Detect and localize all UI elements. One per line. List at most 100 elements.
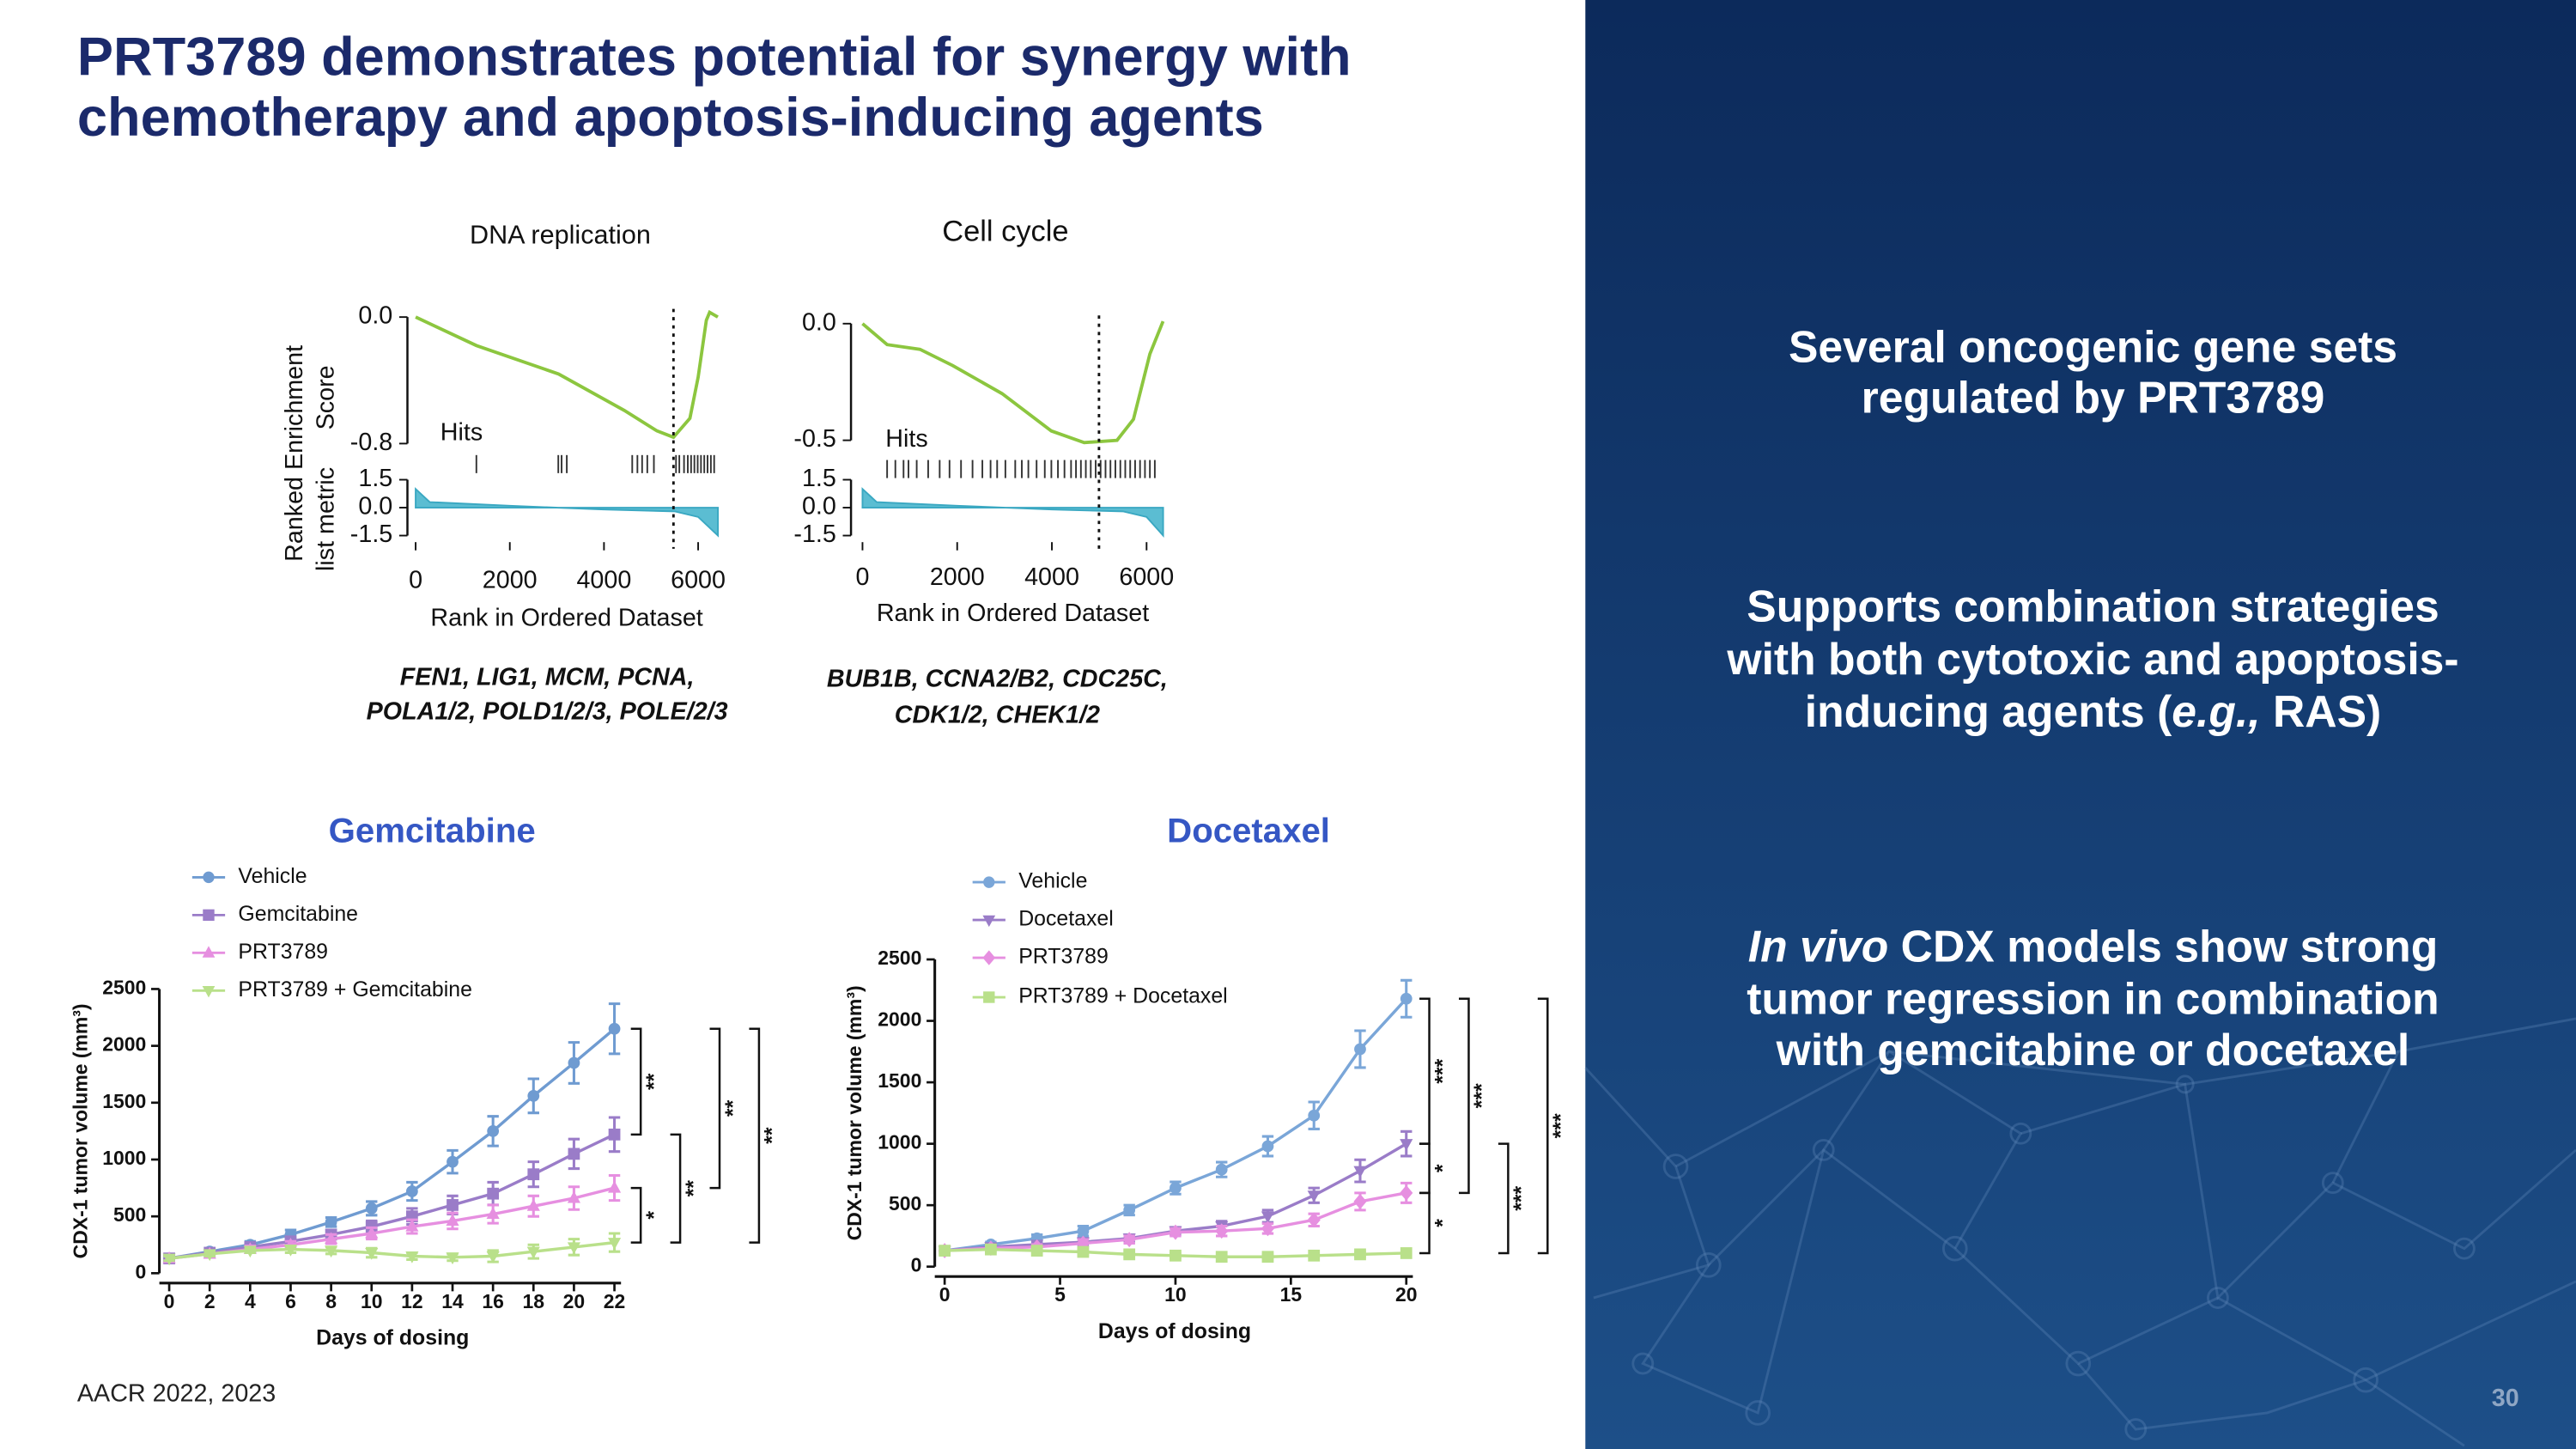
key-point: In vivo CDX models show strong [1748, 921, 2439, 971]
hits-label: Hits [440, 419, 483, 447]
x-tick-label: 22 [604, 1290, 626, 1312]
data-point [1216, 1164, 1228, 1176]
significance-label: * [642, 1211, 666, 1220]
hits-label: Hits [885, 425, 927, 453]
data-point [985, 1244, 997, 1256]
key-point: Supports combination strategies [1747, 581, 2439, 630]
x-tick-label: 15 [1280, 1283, 1303, 1306]
y-tick-label: 1500 [878, 1069, 921, 1092]
key-point-run: Supports combination strategies [1747, 581, 2439, 630]
x-tick-label: 16 [482, 1290, 504, 1312]
key-point-run: with gemcitabine or docetaxel [1776, 1025, 2410, 1075]
x-tick-label: 0 [939, 1283, 951, 1306]
legend-label: PRT3789 [238, 940, 328, 964]
data-point [939, 1245, 951, 1257]
key-point: Several oncogenic gene sets [1789, 321, 2397, 371]
y-tick-label: 2000 [878, 1008, 921, 1031]
significance-label: *** [1510, 1185, 1534, 1210]
x-tick-label: 6000 [1119, 563, 1174, 591]
key-point-run: In vivo [1748, 921, 1889, 971]
x-tick-label: 0 [409, 567, 422, 594]
data-point [487, 1125, 499, 1137]
data-point [527, 1168, 539, 1180]
x-tick-label: 12 [401, 1290, 423, 1312]
x-tick-label: 6 [285, 1290, 296, 1312]
legend-marker [983, 876, 994, 887]
key-point: with both cytotoxic and apoptosis- [1726, 633, 2458, 683]
gsea-title: Cell cycle [942, 216, 1068, 248]
data-point [568, 1148, 580, 1160]
y-tick-label: 0 [136, 1260, 147, 1282]
x-tick-label: 18 [523, 1290, 545, 1312]
gsea-title: DNA replication [470, 221, 651, 250]
y-axis-label: CDX-1 tumor volume (mm³) [70, 1003, 92, 1258]
data-point [1170, 1182, 1182, 1194]
legend-label: Vehicle [238, 864, 307, 888]
data-point [527, 1090, 539, 1102]
data-point [1170, 1250, 1182, 1262]
x-tick-label: 20 [563, 1290, 586, 1312]
legend-label: PRT3789 + Docetaxel [1018, 984, 1227, 1008]
key-point: tumor regression in combination [1747, 973, 2439, 1023]
key-point-run: with both cytotoxic and apoptosis- [1726, 633, 2458, 683]
x-axis-label: Days of dosing [1098, 1319, 1251, 1343]
legend-label: Docetaxel [1018, 907, 1114, 931]
data-point [1078, 1246, 1090, 1258]
key-point-run: Several oncogenic gene sets [1789, 321, 2397, 371]
significance-label: ** [642, 1073, 666, 1090]
data-point [1031, 1245, 1043, 1257]
legend-label: Vehicle [1018, 869, 1087, 893]
key-point: regulated by PRT3789 [1862, 372, 2325, 422]
gene-list: POLA1/2, POLD1/2/3, POLE/2/3 [367, 698, 728, 726]
slide-title: PRT3789 demonstrates potential for syner… [77, 27, 1352, 87]
gene-list: FEN1, LIG1, MCM, PCNA, [400, 664, 695, 691]
key-point: inducing agents (e.g., RAS) [1805, 686, 2381, 736]
data-point [447, 1156, 459, 1168]
slide-title: chemotherapy and apoptosis-inducing agen… [77, 88, 1264, 148]
data-point [1123, 1204, 1135, 1216]
significance-label: *** [1549, 1113, 1573, 1138]
data-point [1400, 1247, 1413, 1259]
data-point [1078, 1225, 1090, 1237]
y-tick-label: -0.5 [793, 425, 835, 453]
x-axis-label: Rank in Ordered Dataset [430, 605, 702, 632]
x-tick-label: 10 [1164, 1283, 1187, 1306]
data-point [1262, 1251, 1274, 1263]
key-point-run: CDX models show strong [1888, 921, 2438, 971]
data-point [1308, 1110, 1320, 1122]
x-tick-label: 10 [361, 1290, 383, 1312]
significance-label: *** [1470, 1083, 1494, 1108]
significance-label: ** [721, 1099, 745, 1117]
chart-title: Docetaxel [1167, 811, 1330, 849]
y-tick-label: 1000 [102, 1147, 146, 1169]
x-tick-label: 0 [164, 1290, 175, 1312]
gene-list: BUB1B, CCNA2/B2, CDC25C, [827, 665, 1168, 692]
legend-marker [203, 872, 214, 883]
y-tick-label: 500 [113, 1203, 146, 1226]
y-tick-label: 1.5 [358, 465, 392, 492]
legend-label: PRT3789 + Gemcitabine [238, 977, 472, 1002]
y-tick-label: 0.0 [802, 308, 836, 336]
y-tick-label: -1.5 [793, 521, 835, 548]
legend-marker [203, 910, 214, 921]
y-tick-label: 1000 [878, 1131, 921, 1154]
key-point: with gemcitabine or docetaxel [1776, 1025, 2410, 1075]
data-point [487, 1188, 499, 1200]
data-point [366, 1202, 378, 1215]
key-point-run: tumor regression in combination [1747, 973, 2439, 1023]
y-tick-label: 0.0 [358, 302, 392, 330]
y-tick-label: 0.0 [802, 493, 836, 521]
y-axis-label: list metric [312, 467, 339, 571]
significance-label: * [1431, 1219, 1455, 1227]
y-tick-label: 1.5 [802, 465, 836, 492]
x-tick-label: 20 [1395, 1283, 1418, 1306]
legend-marker [983, 991, 994, 1002]
data-point [1123, 1248, 1135, 1260]
data-point [609, 1129, 621, 1141]
key-point-run: RAS) [2261, 686, 2382, 736]
x-tick-label: 2 [204, 1290, 216, 1312]
x-tick-label: 5 [1054, 1283, 1066, 1306]
x-tick-label: 6000 [671, 567, 726, 594]
